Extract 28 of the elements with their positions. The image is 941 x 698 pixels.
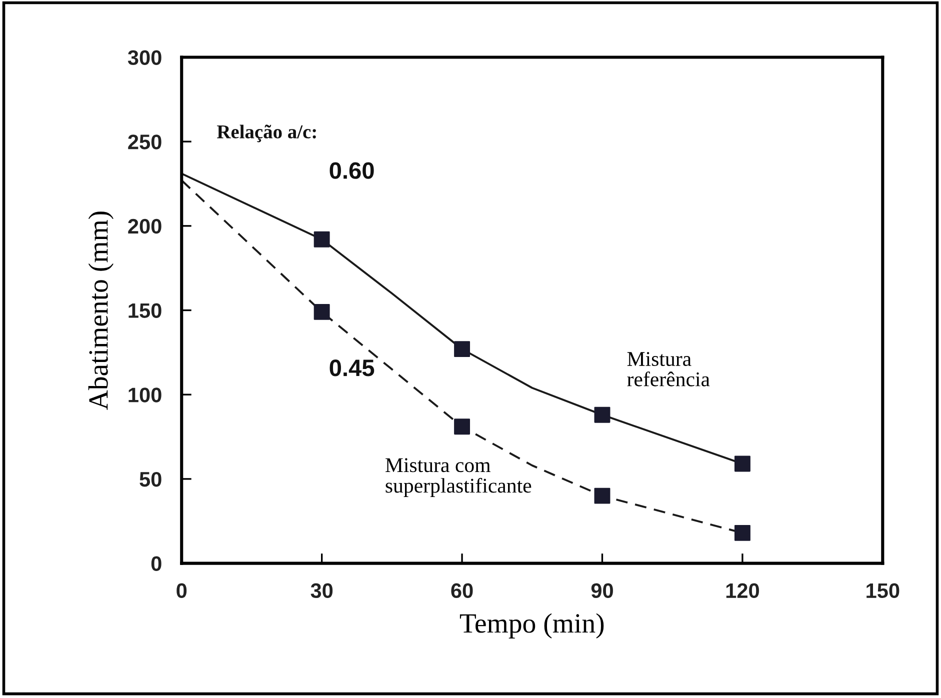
series-label: Mistura referência bbox=[627, 352, 710, 386]
y-tick-label: 0 bbox=[151, 556, 162, 572]
point bbox=[454, 418, 470, 435]
point bbox=[734, 524, 750, 541]
y-tick-label: 300 bbox=[128, 50, 162, 66]
point bbox=[594, 406, 610, 423]
annotation: 0.45 bbox=[330, 360, 374, 376]
x-tick-label: 120 bbox=[726, 583, 759, 598]
x-tick-label: 0 bbox=[176, 583, 187, 598]
x-tick-label: 150 bbox=[866, 583, 900, 598]
point bbox=[594, 488, 610, 504]
annotation: 0.60 bbox=[330, 162, 374, 179]
y-tick-label: 50 bbox=[140, 472, 162, 487]
series-label: Mistura com superplastificante bbox=[386, 458, 532, 497]
point bbox=[454, 341, 470, 358]
y-tick-label: 250 bbox=[128, 134, 162, 150]
annotation: Relação a/c: bbox=[216, 124, 316, 142]
y-tick-label: 200 bbox=[128, 218, 162, 234]
y-tick-label: 150 bbox=[128, 303, 162, 318]
point bbox=[314, 304, 330, 320]
x-tick-label: 90 bbox=[591, 583, 613, 598]
x-tick-label: 60 bbox=[451, 583, 473, 598]
x-axis-title: Tempo (min) bbox=[460, 613, 604, 638]
y-axis-title: Abatimento (mm) bbox=[88, 212, 114, 410]
x-tick-label: 30 bbox=[310, 583, 333, 598]
y-tick-label: 100 bbox=[128, 388, 162, 402]
point bbox=[734, 456, 750, 472]
point bbox=[314, 231, 330, 248]
